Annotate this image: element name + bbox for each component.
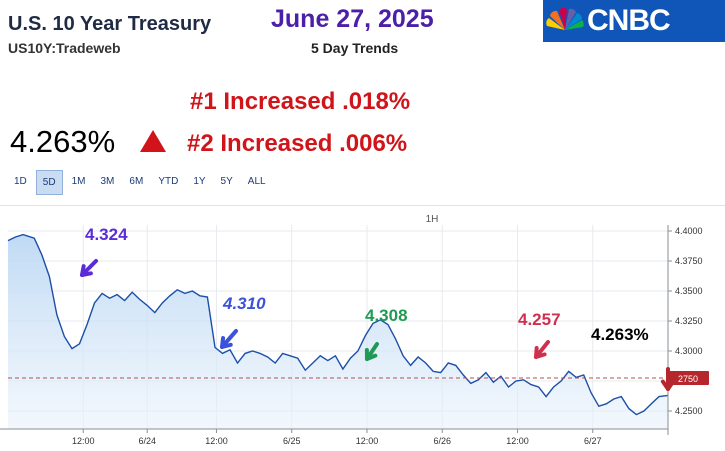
range-button-5d[interactable]: 5D bbox=[35, 170, 63, 195]
y-tick-label: 4.3500 bbox=[675, 286, 703, 296]
x-tick-label: 12:00 bbox=[506, 436, 529, 446]
x-tick-label: 12:00 bbox=[72, 436, 95, 446]
annotation-4324: 4.324 bbox=[85, 225, 128, 244]
annotation-4308: 4.308 bbox=[365, 306, 408, 325]
current-value-badge bbox=[669, 371, 709, 385]
yield-chart: 1H 4.25004.27504.30004.32504.35004.37504… bbox=[0, 205, 725, 446]
arrow-4310-icon bbox=[220, 329, 238, 349]
y-tick-label: 4.2500 bbox=[675, 406, 703, 416]
range-button-ytd[interactable]: YTD bbox=[158, 176, 179, 187]
x-tick-label: 12:00 bbox=[205, 436, 228, 446]
arrow-4308-icon bbox=[364, 342, 379, 361]
arrow-4257-icon bbox=[534, 340, 550, 359]
y-tick-label: 4.3000 bbox=[675, 346, 703, 356]
increase-note-2: #2 Increased .006% bbox=[187, 130, 408, 157]
page-title: U.S. 10 Year Treasury bbox=[8, 13, 212, 35]
arrow-4263-icon bbox=[660, 367, 676, 391]
interval-label: 1H bbox=[426, 214, 439, 225]
ticker-symbol: US10Y:Tradeweb bbox=[8, 40, 121, 56]
cnbc-logo: CNBC bbox=[543, 0, 725, 42]
x-tick-label: 6/26 bbox=[433, 436, 451, 446]
up-triangle-icon bbox=[140, 130, 166, 152]
arrow-4310-icon-head bbox=[220, 336, 233, 349]
arrow-4310-icon-shaft bbox=[220, 329, 238, 349]
trend-label: 5 Day Trends bbox=[311, 40, 399, 56]
y-tick-label: 4.3750 bbox=[675, 256, 703, 266]
annotation-4263: 4.263% bbox=[591, 325, 649, 344]
y-tick-label: 4.3250 bbox=[675, 316, 703, 326]
current-yield: 4.263% bbox=[10, 124, 116, 159]
increase-note-1: #1 Increased .018% bbox=[190, 88, 411, 115]
range-button-3m[interactable]: 3M bbox=[100, 176, 115, 187]
x-tick-label: 6/24 bbox=[138, 436, 156, 446]
x-tick-label: 6/27 bbox=[584, 436, 602, 446]
x-tick-label: 6/25 bbox=[283, 436, 301, 446]
range-button-1m[interactable]: 1M bbox=[71, 176, 86, 187]
arrow-4324-icon bbox=[80, 259, 98, 277]
arrow-4308-icon-head bbox=[364, 348, 378, 361]
range-button-1y[interactable]: 1Y bbox=[193, 176, 206, 187]
arrow-4263-icon-head bbox=[660, 379, 676, 391]
x-tick-label: 12:00 bbox=[356, 436, 379, 446]
y-tick-label: 4.4000 bbox=[675, 226, 703, 236]
range-button-all[interactable]: ALL bbox=[247, 176, 266, 187]
range-selector: 1D 5D 1M 3M 6M YTD 1Y 5Y ALL bbox=[8, 170, 275, 195]
annotation-4310: 4.310 bbox=[223, 294, 266, 313]
series-area bbox=[8, 234, 668, 429]
report-date: June 27, 2025 bbox=[271, 5, 434, 33]
logo-text: CNBC bbox=[587, 4, 671, 37]
annotation-4257: 4.257 bbox=[518, 310, 561, 329]
arrow-4257-icon-head bbox=[534, 346, 547, 359]
range-button-5y[interactable]: 5Y bbox=[220, 176, 233, 187]
current-value-label: 2750 bbox=[678, 374, 698, 384]
arrow-4324-icon-head bbox=[80, 264, 93, 277]
series-line bbox=[7, 233, 669, 416]
peacock-icon bbox=[546, 7, 584, 30]
range-button-6m[interactable]: 6M bbox=[129, 176, 144, 187]
range-button-1d[interactable]: 1D bbox=[14, 176, 27, 187]
